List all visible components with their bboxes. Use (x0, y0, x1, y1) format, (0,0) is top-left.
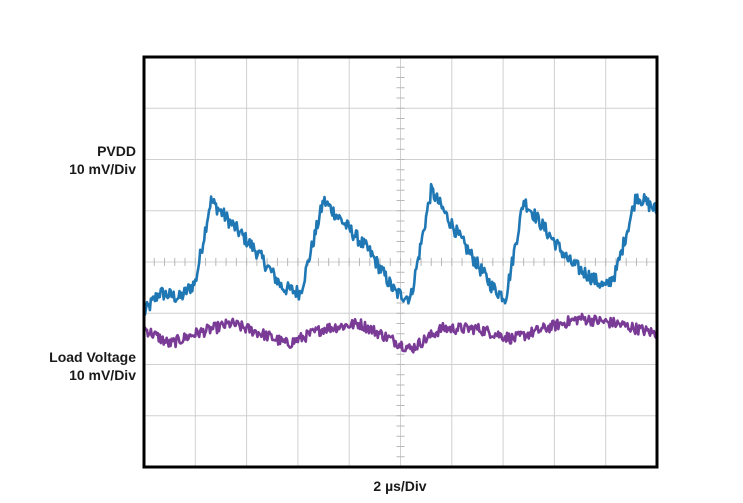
traces (142, 182, 659, 354)
time-scale-label: 2 µs/Div (373, 478, 427, 494)
pvdd-scale: 10 mV/Div (69, 161, 136, 177)
load-voltage-channel-label: Load Voltage 10 mV/Div (49, 348, 136, 384)
load-voltage-name: Load Voltage (49, 349, 136, 365)
trace-pvdd (142, 182, 659, 317)
load-voltage-scale: 10 mV/Div (69, 367, 136, 383)
pvdd-name: PVDD (97, 143, 136, 159)
grid (143, 56, 658, 468)
trace-load-voltage (142, 312, 659, 354)
plot-frame (142, 55, 659, 469)
pvdd-channel-label: PVDD 10 mV/Div (69, 142, 136, 178)
